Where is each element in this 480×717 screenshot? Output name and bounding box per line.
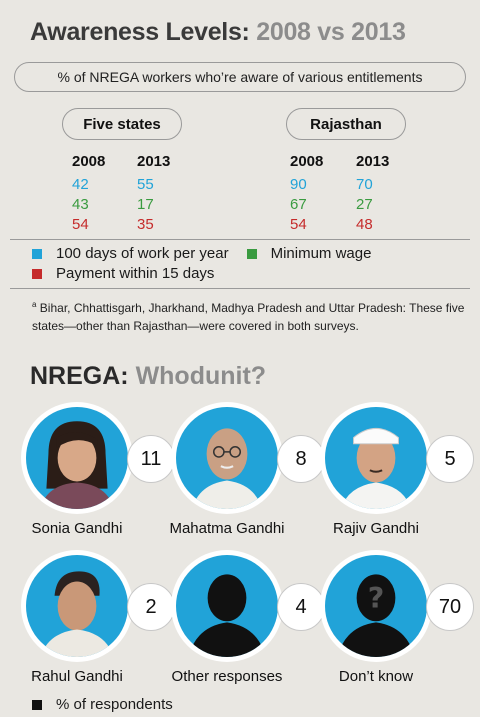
data-value: 70 xyxy=(356,176,373,193)
legend-swatch-blue xyxy=(32,248,42,259)
legend-swatch-black xyxy=(32,699,42,710)
question-silhouette-icon: ? xyxy=(320,550,432,662)
value-bubble: 70 xyxy=(426,583,474,631)
title-part-1: Awareness Levels: xyxy=(30,18,250,46)
legend-label: Payment within 15 days xyxy=(56,265,215,282)
data-value: 55 xyxy=(137,176,154,193)
subtitle: % of NREGA workers who’re aware of vario… xyxy=(14,62,466,92)
data-value: 42 xyxy=(72,176,89,193)
respondent-card: 4 Other responses xyxy=(171,550,325,700)
respondent-card: 8 Mahatma Gandhi xyxy=(169,402,325,552)
year-header: 2008 xyxy=(72,153,106,170)
respondent-card: 5 Rajiv Gandhi xyxy=(320,402,474,552)
data-value: 67 xyxy=(290,196,307,213)
data-value: 43 xyxy=(72,196,89,213)
legend-swatch-green xyxy=(246,248,257,259)
respondent-card: 2 Rahul Gandhi xyxy=(21,550,175,700)
silhouette-icon xyxy=(171,550,283,662)
person-name: Rajiv Gandhi xyxy=(333,520,419,537)
footnote-text: Bihar, Chhattisgarh, Jharkhand, Madhya P… xyxy=(32,301,465,333)
title-part-2: 2008 vs 2013 xyxy=(256,18,406,46)
chart-title: Awareness Levels: 2008 vs 2013 xyxy=(30,18,406,47)
section-title-part-1: NREGA: xyxy=(30,362,129,390)
value-bubble: 4 xyxy=(277,583,325,631)
respondents-legend: % of respondents xyxy=(32,696,173,713)
group-label-rajasthan: Rajasthan xyxy=(286,108,406,140)
divider xyxy=(10,239,470,240)
legend-label: Minimum wage xyxy=(270,245,372,262)
value-bubble: 8 xyxy=(277,435,325,483)
value-bubble: 2 xyxy=(127,583,175,631)
data-value: 27 xyxy=(356,196,373,213)
section-title-part-2: Whodunit? xyxy=(135,362,267,390)
section-title: NREGA: Whodunit? xyxy=(30,362,266,391)
value-bubble: 5 xyxy=(426,435,474,483)
data-value: 35 xyxy=(137,216,154,233)
legend-label: % of respondents xyxy=(56,696,173,713)
data-value: 54 xyxy=(72,216,89,233)
year-header: 2013 xyxy=(137,153,171,170)
divider xyxy=(10,288,470,289)
person-name: Don’t know xyxy=(338,668,414,685)
data-value: 48 xyxy=(356,216,373,233)
man-portrait-icon xyxy=(21,550,133,662)
respondent-card: ? 70 Don’t know xyxy=(320,550,474,700)
data-value: 90 xyxy=(290,176,307,193)
data-value: 17 xyxy=(137,196,154,213)
group-label-five-states: Five states xyxy=(62,108,182,140)
footnote-marker: a xyxy=(32,300,37,309)
woman-portrait-icon xyxy=(21,402,133,514)
year-header: 2008 xyxy=(290,153,324,170)
person-name: Mahatma Gandhi xyxy=(169,520,285,537)
man-portrait-icon xyxy=(171,402,283,514)
respondent-card: 11 Sonia Gandhi xyxy=(21,402,175,552)
person-name: Other responses xyxy=(171,668,283,685)
person-name: Rahul Gandhi xyxy=(31,668,123,685)
data-value: 54 xyxy=(290,216,307,233)
svg-text:?: ? xyxy=(368,581,385,615)
man-with-cap-portrait-icon xyxy=(320,402,432,514)
value-bubble: 11 xyxy=(127,435,175,483)
year-header: 2013 xyxy=(356,153,390,170)
legend-label: 100 days of work per year xyxy=(56,245,229,262)
legend: Payment within 15 days xyxy=(32,265,214,282)
footnote: a Bihar, Chhattisgarh, Jharkhand, Madhya… xyxy=(32,296,472,335)
legend-swatch-red xyxy=(32,268,42,279)
person-name: Sonia Gandhi xyxy=(31,520,123,537)
legend: 100 days of work per year Minimum wage xyxy=(32,245,371,262)
